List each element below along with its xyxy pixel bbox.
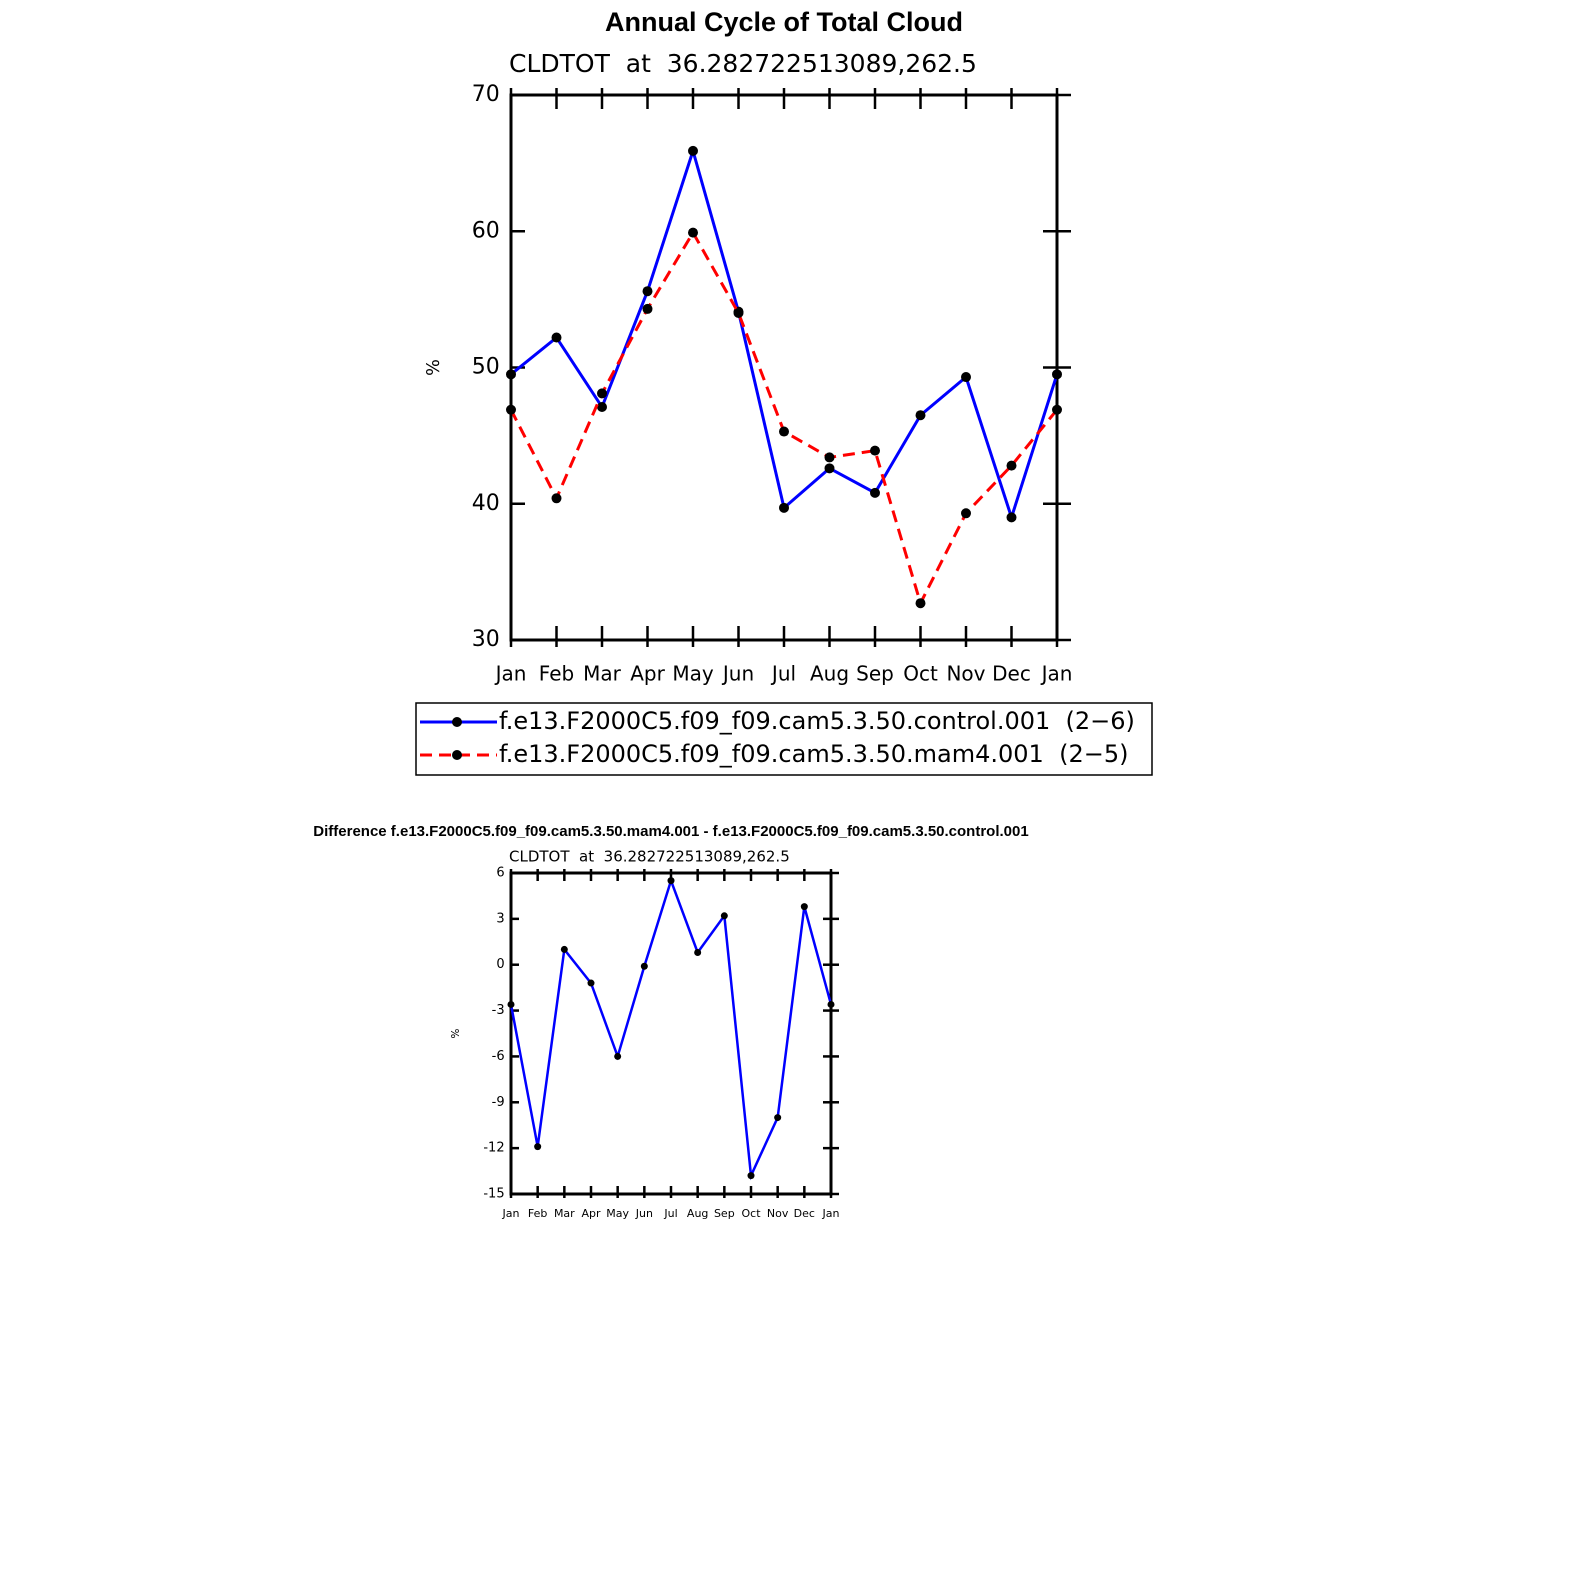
y-tick-label: 0 (496, 957, 504, 972)
data-point (870, 487, 880, 498)
x-tick-label: Aug (810, 662, 849, 686)
data-point (1006, 512, 1017, 523)
x-tick-label: Apr (581, 1207, 601, 1220)
data-point (1052, 404, 1062, 415)
y-tick-label: 60 (472, 218, 500, 243)
y-tick-label: 3 (496, 911, 504, 926)
data-line (509, 876, 833, 1181)
data-point (870, 445, 880, 456)
chart-title: Difference f.e13.F2000C5.f09_f09.cam5.3.… (313, 823, 1028, 840)
data-point (824, 452, 835, 463)
data-point (720, 912, 728, 920)
x-tick-label: Jul (663, 1207, 677, 1220)
x-tick-label: Feb (539, 662, 574, 686)
data-point (827, 1000, 835, 1008)
legend-marker (452, 750, 462, 760)
x-tick-label: Nov (767, 1207, 789, 1220)
x-tick-label: Sep (856, 662, 894, 686)
x-tick-label: Mar (554, 1207, 575, 1220)
data-point (779, 426, 789, 437)
chart-title: Annual Cycle of Total Cloud (605, 7, 963, 37)
y-tick-label: 40 (472, 491, 500, 516)
data-point (551, 493, 562, 504)
data-point (733, 308, 744, 318)
x-tick-label: Apr (630, 662, 665, 686)
data-point (642, 286, 653, 297)
x-tick-label: Jan (822, 1207, 840, 1220)
legend-label: f.e13.F2000C5.f09_f09.cam5.3.50.mam4.001… (499, 740, 1128, 768)
data-point (1006, 460, 1017, 471)
y-tick-label: -6 (492, 1049, 505, 1064)
data-point (800, 903, 808, 911)
y-tick-label: -9 (492, 1095, 505, 1110)
x-tick-label: Jun (635, 1207, 653, 1220)
x-tick-label: Oct (903, 662, 938, 686)
x-tick-label: Oct (741, 1207, 761, 1220)
y-axis-label: % (424, 359, 444, 376)
data-point (597, 388, 607, 399)
x-tick-label: May (672, 662, 714, 686)
data-point (597, 402, 607, 413)
data-point (688, 145, 698, 156)
data-point (961, 508, 971, 519)
plot-frame (509, 93, 1059, 642)
data-point (774, 1114, 782, 1122)
plot-frame (509, 871, 833, 1196)
data-point (824, 463, 835, 474)
chart-subtitle: CLDTOT at 36.282722513089,262.5 (509, 49, 977, 78)
y-tick-label: 70 (472, 82, 500, 107)
x-tick-label: Jan (1040, 662, 1073, 686)
y-axis-label: % (450, 1028, 462, 1038)
x-tick-label: Feb (528, 1207, 547, 1220)
y-tick-label: 6 (496, 866, 504, 881)
data-point (915, 410, 926, 421)
data-point (1052, 369, 1062, 380)
y-tick-label: -3 (492, 1003, 505, 1018)
x-tick-label: Aug (687, 1207, 708, 1220)
y-tick-label: 30 (472, 627, 500, 652)
data-point (506, 404, 516, 415)
y-tick-label: -15 (483, 1187, 504, 1202)
data-point (694, 948, 702, 956)
x-tick-label: Jan (502, 1207, 520, 1220)
x-tick-label: May (606, 1207, 629, 1220)
x-tick-label: Sep (714, 1207, 735, 1220)
data-point (560, 945, 568, 953)
data-line (510, 145, 1059, 523)
data-point (915, 598, 926, 609)
data-point (507, 1000, 515, 1008)
x-tick-label: Nov (946, 662, 985, 686)
x-tick-label: Dec (794, 1207, 815, 1220)
x-tick-label: Jun (721, 662, 754, 686)
data-point (534, 1143, 542, 1151)
x-tick-label: Dec (992, 662, 1031, 686)
legend-label: f.e13.F2000C5.f09_f09.cam5.3.50.control.… (499, 707, 1135, 735)
data-point (551, 332, 562, 343)
data-point (747, 1172, 755, 1180)
legend-box (415, 702, 1153, 776)
y-tick-label: 50 (472, 355, 500, 380)
x-tick-label: Jan (494, 662, 527, 686)
data-point (506, 369, 516, 380)
data-point (587, 979, 595, 987)
x-tick-label: Jul (770, 662, 796, 686)
y-tick-label: -12 (483, 1141, 504, 1156)
legend-marker (452, 717, 462, 727)
data-point (642, 303, 653, 314)
data-line (509, 229, 1059, 608)
x-tick-label: Mar (583, 662, 622, 686)
data-point (614, 1052, 622, 1060)
data-point (640, 962, 648, 970)
data-point (667, 877, 675, 885)
data-point (688, 227, 698, 238)
data-point (961, 372, 971, 383)
chart-subtitle: CLDTOT at 36.282722513089,262.5 (509, 848, 790, 866)
data-point (779, 502, 789, 513)
